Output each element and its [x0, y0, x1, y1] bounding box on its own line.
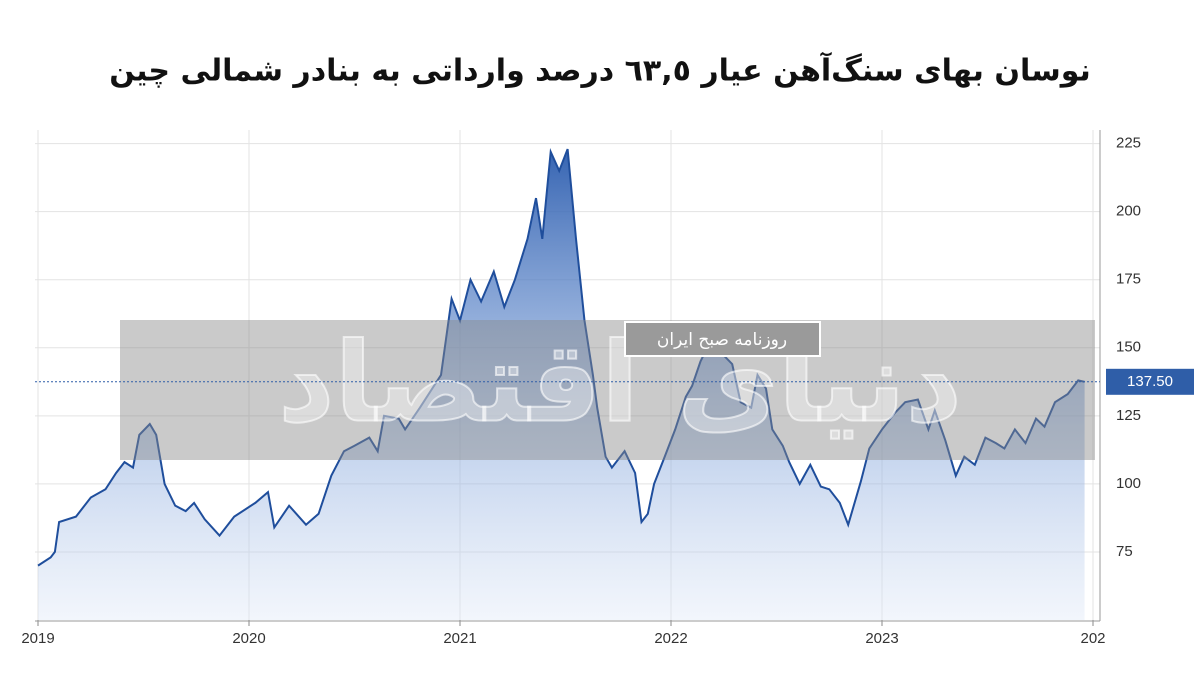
y-tick-label: 175 — [1116, 271, 1141, 288]
y-tick-label: 200 — [1116, 203, 1141, 220]
watermark-badge — [624, 321, 821, 357]
watermark-subtitle: روزنامه صبح ایران — [657, 330, 787, 350]
y-tick-label: 125 — [1116, 407, 1141, 424]
current-label: 137.50 — [1127, 373, 1173, 390]
x-tick-label: 2020 — [232, 630, 265, 647]
x-tick-label: 202 — [1080, 630, 1105, 647]
x-tick-label: 2022 — [654, 630, 687, 647]
chart-title: نوسان بهای سنگ‌آهن عیار ٦٣,٥ درصد واردات… — [109, 52, 1091, 89]
y-tick-label: 150 — [1116, 339, 1141, 356]
line — [37, 147, 1085, 567]
y-tick-label: 100 — [1116, 475, 1141, 492]
y-tick-label: 225 — [1116, 135, 1141, 152]
area — [38, 149, 1085, 620]
y-tick-label: 75 — [1116, 543, 1133, 560]
axes: 75 100 125 150 175 200 225 2019 2020 2021 2022 2023… — [21, 130, 1194, 647]
x-tick-label: 2019 — [21, 630, 54, 647]
current-box — [1106, 368, 1194, 395]
x-tick-label: 2023 — [865, 630, 898, 647]
plot — [37, 147, 1085, 620]
watermark-band — [120, 320, 1095, 460]
x-tick-label: 2021 — [443, 630, 476, 647]
